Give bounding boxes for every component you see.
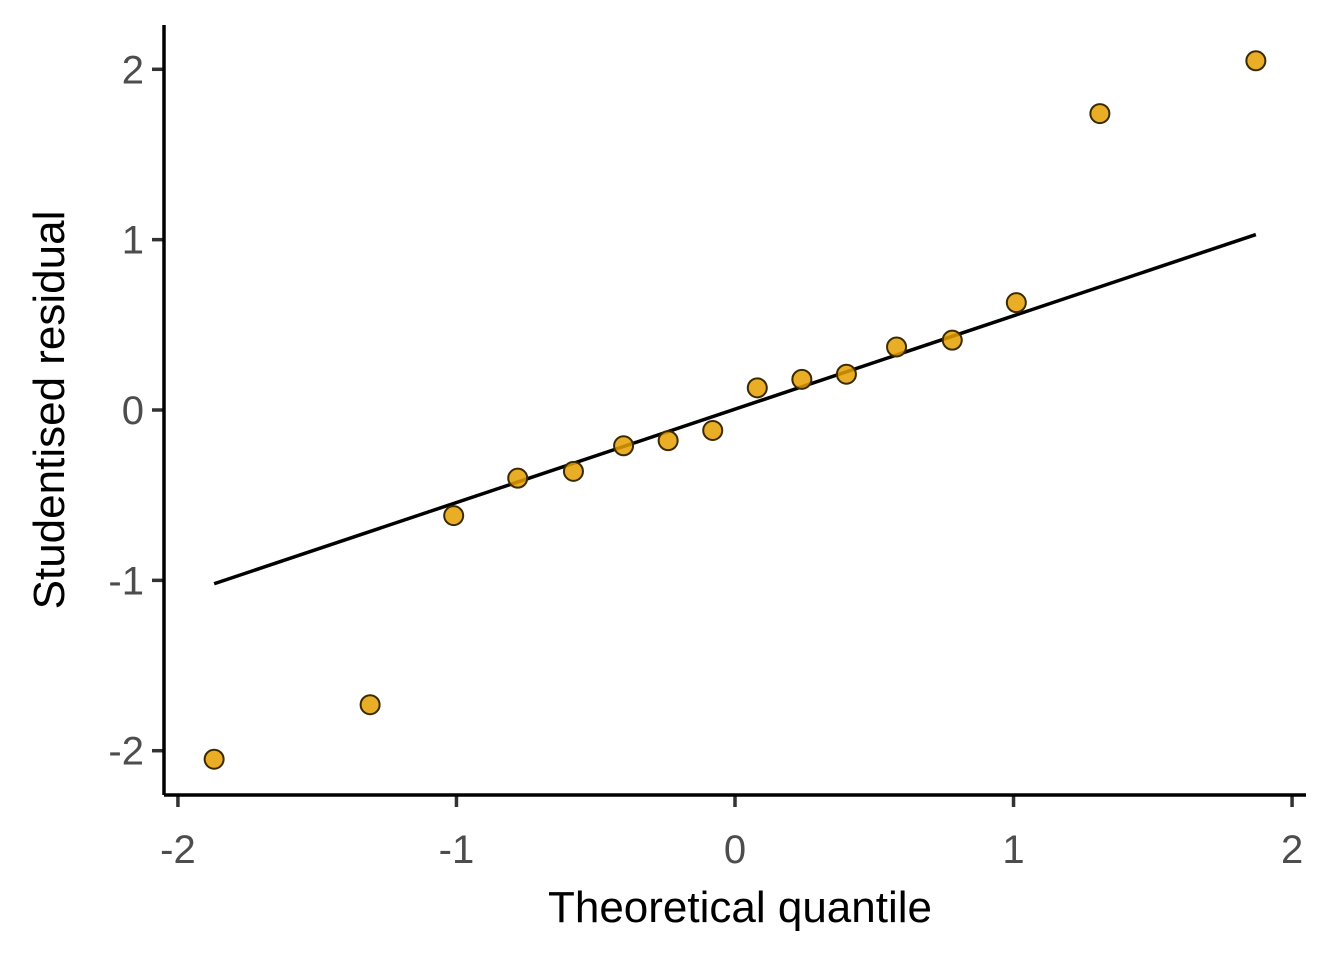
x-tick-label: -1 xyxy=(439,828,475,872)
data-point xyxy=(359,694,381,716)
x-tick-label: 2 xyxy=(1281,828,1303,872)
data-point xyxy=(1245,50,1267,72)
data-point xyxy=(507,467,529,489)
x-axis-title: Theoretical quantile xyxy=(548,883,932,932)
data-point xyxy=(835,363,857,385)
x-axis-ticks: -2 -1 0 1 2 xyxy=(160,795,1303,872)
y-tick-label: 2 xyxy=(122,48,144,92)
data-point xyxy=(941,329,963,351)
y-tick-label: 0 xyxy=(122,389,144,433)
y-tick-label: -1 xyxy=(108,559,144,603)
reference-line xyxy=(213,232,1257,586)
data-point xyxy=(886,336,908,358)
data-point xyxy=(746,377,768,399)
data-point xyxy=(1089,103,1111,125)
data-point xyxy=(203,748,225,770)
data-point xyxy=(791,368,813,390)
y-tick-label: 1 xyxy=(122,219,144,263)
data-point xyxy=(1005,292,1027,314)
data-point xyxy=(443,505,465,527)
y-tick-label: -2 xyxy=(108,730,144,774)
data-point xyxy=(657,430,679,452)
y-axis-title: Studentised residual xyxy=(25,211,74,610)
x-tick-label: -2 xyxy=(160,828,196,872)
data-point xyxy=(613,435,635,457)
x-tick-label: 0 xyxy=(724,828,746,872)
y-axis-ticks: -2 -1 0 1 2 xyxy=(108,48,164,774)
data-point xyxy=(562,460,584,482)
data-points xyxy=(203,50,1267,770)
data-point xyxy=(702,419,724,441)
x-tick-label: 1 xyxy=(1002,828,1024,872)
